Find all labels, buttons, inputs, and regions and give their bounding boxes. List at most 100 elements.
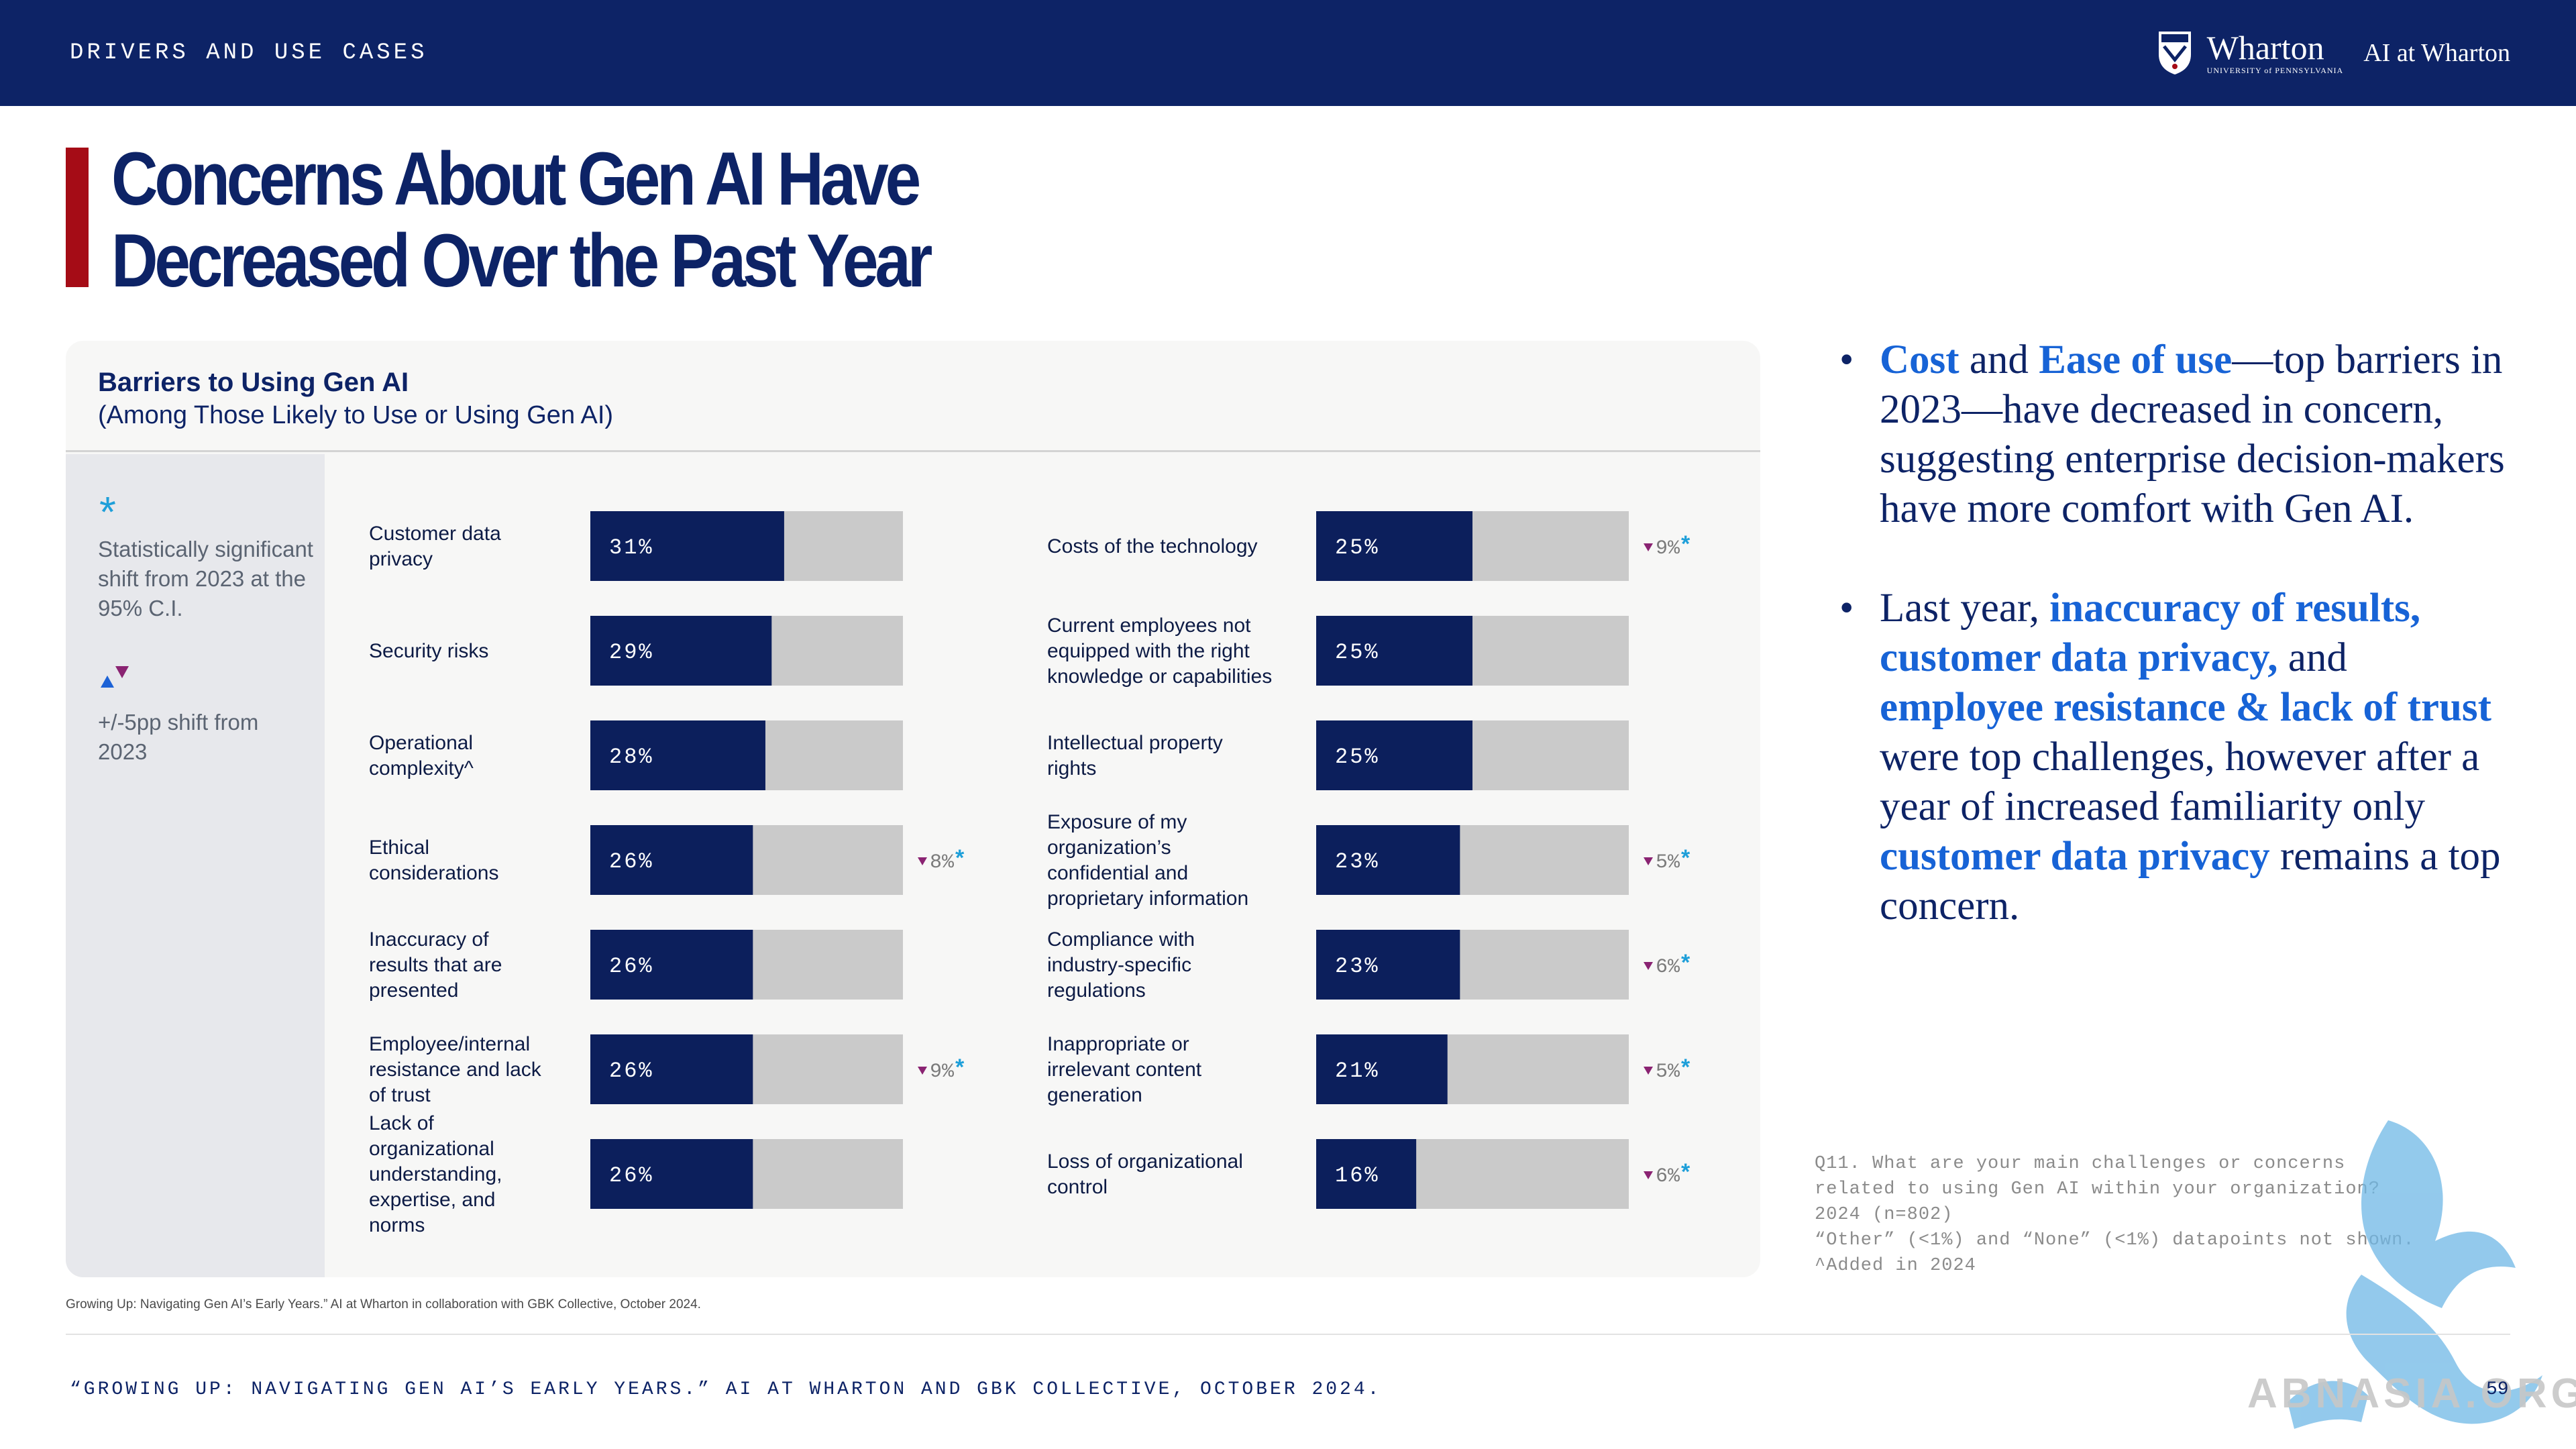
bar-label: Security risks [369, 640, 488, 662]
bar-label-line: equipped with the right [1047, 640, 1250, 662]
down-arrow-icon [1644, 1171, 1653, 1179]
bullet-text: remains a top concern. [1880, 834, 2501, 928]
bar-label-line: Current employees not [1047, 614, 1251, 637]
down-arrow-icon [1644, 1067, 1653, 1075]
change-label: 5% [1656, 1061, 1680, 1083]
chart-header: Barriers to Using Gen AI (Among Those Li… [66, 341, 1760, 452]
bar [590, 825, 753, 895]
bar-value-label: 16% [1335, 1163, 1380, 1188]
source-citation: Growing Up: Navigating Gen AI’s Early Ye… [66, 1297, 701, 1311]
bar [590, 511, 784, 581]
bar-value-label: 26% [609, 1059, 654, 1083]
bar-label-line: Intellectual property [1047, 732, 1223, 754]
chart-row: Intellectual property rights 25% [1047, 720, 1629, 790]
bar-label-line: Compliance with [1047, 928, 1195, 951]
bar-label-line: Security risks [369, 640, 488, 662]
significance-star-icon: * [1681, 531, 1690, 557]
bar-label-line: irrelevant content [1047, 1059, 1202, 1081]
bar-value-label: 25% [1335, 745, 1380, 769]
bar [1316, 930, 1460, 1000]
down-arrow-icon [918, 1067, 927, 1075]
chart-row: Lack of organizational understanding, exper… [369, 1112, 903, 1236]
highlight-cost: Cost [1880, 337, 1960, 382]
bar-label: Lack of organizational understanding, exper… [369, 1112, 502, 1236]
significance-star-icon: * [1681, 845, 1690, 871]
bar-label: Costs of the technology [1047, 535, 1258, 557]
bar [1316, 720, 1472, 790]
chart-row: Inaccuracy of results that are presented 26… [369, 928, 903, 1002]
bar [590, 1034, 753, 1104]
bar-value-label: 29% [609, 640, 654, 665]
bar-label: Loss of organizational control [1047, 1150, 1243, 1198]
section-label: DRIVERS AND USE CASES [70, 40, 428, 66]
down-arrow-icon [1644, 962, 1653, 970]
commentary-bullet-1: Cost and Ease of use—top barriers in 202… [1834, 335, 2512, 534]
bar-value-label: 21% [1335, 1059, 1380, 1083]
bar-label-line: Customer data [369, 523, 501, 545]
highlight-ease-of-use: Ease of use [2039, 337, 2233, 382]
logo-ai-at-wharton: AI at Wharton [2363, 39, 2510, 67]
bar-value-label: 25% [1335, 640, 1380, 665]
bar-chart: Customer data privacy 31% Security risks 29%… [369, 511, 1690, 1236]
page-number: 59 [2486, 1379, 2509, 1400]
significance-star-icon: * [955, 845, 965, 871]
significance-star-icon: * [1681, 1055, 1690, 1080]
bar-label-line: control [1047, 1176, 1108, 1198]
bar-label-line: Loss of organizational [1047, 1150, 1243, 1173]
bar-label-line: Inaccuracy of [369, 928, 489, 951]
highlight-customer-data-privacy: customer data privacy [1880, 834, 2270, 879]
chart-card: Barriers to Using Gen AI (Among Those Li… [66, 341, 1760, 1277]
title-accent-bar [66, 148, 89, 287]
bar-label-line: Costs of the technology [1047, 535, 1258, 557]
legend-panel: * Statistically significant shift from 2… [66, 454, 325, 1277]
bar-label-line: Inappropriate or [1047, 1033, 1189, 1055]
page-title: Concerns About Gen AI Have Decreased Ove… [111, 138, 1092, 302]
bar-label: Inappropriate or irrelevant content genera… [1047, 1033, 1202, 1106]
change-label: 9% [930, 1061, 955, 1083]
bar-label-line: expertise, and [369, 1189, 495, 1211]
bar [590, 720, 765, 790]
star-icon: * [99, 488, 116, 536]
bullet-text: and [1959, 337, 2039, 382]
bullet-text: Last year, [1880, 586, 2050, 631]
change-label: 5% [1656, 851, 1680, 874]
bullet-text: and [2277, 635, 2347, 680]
bar-label-line: organization’s [1047, 837, 1171, 859]
chart-row: Ethical considerations 26% 8% * [369, 825, 965, 895]
chart-subtitle: (Among Those Likely to Use or Using Gen … [98, 401, 614, 429]
bar-label-line: understanding, [369, 1163, 502, 1185]
significance-star-icon: * [1681, 950, 1690, 975]
bar-label: Intellectual property rights [1047, 732, 1223, 780]
bar-label-line: results that are [369, 954, 502, 976]
bar-label-line: Exposure of my [1047, 811, 1187, 833]
logo-university: UNIVERSITY of PENNSYLVANIA [2206, 65, 2344, 75]
significance-star-icon: * [1681, 1159, 1690, 1185]
bar-label-line: Operational [369, 732, 473, 754]
bar-label: Compliance with industry-specific regulati… [1047, 928, 1195, 1002]
bar-label-line: industry-specific [1047, 954, 1191, 976]
bar-label-line: norms [369, 1214, 425, 1236]
bar-value-label: 26% [609, 954, 654, 979]
chart-row: Current employees not equipped with the r… [1047, 614, 1629, 688]
footer-divider [66, 1334, 2510, 1335]
chart-row: Employee/internal resistance and lack of t… [369, 1033, 965, 1106]
bar-value-label: 23% [1335, 954, 1380, 979]
wharton-logo: Wharton UNIVERSITY of PENNSYLVANIA AI at… [2157, 28, 2510, 78]
change-label: 9% [1656, 537, 1680, 560]
bar-value-label: 26% [609, 849, 654, 874]
bar-label-line: rights [1047, 757, 1096, 780]
bar [1316, 1139, 1417, 1209]
bar-label-line: knowledge or capabilities [1047, 665, 1272, 688]
bar-label: Inaccuracy of results that are presented [369, 928, 502, 1002]
bar-label: Customer data privacy [369, 523, 501, 570]
bullet-text: were top challenges, however after a yea… [1880, 735, 2480, 829]
commentary-bullet-2: Last year, inaccuracy of results, custom… [1834, 584, 2512, 931]
significance-star-icon: * [955, 1055, 965, 1080]
survey-notes: Q11. What are your main challenges or co… [1815, 1151, 2415, 1279]
bar-label-line: generation [1047, 1084, 1142, 1106]
bar-label-line: resistance and lack [369, 1059, 542, 1081]
bar-label-line: considerations [369, 862, 498, 884]
bar [590, 1139, 753, 1209]
bar-label: Operational complexity^ [369, 732, 474, 780]
bar [590, 616, 772, 686]
